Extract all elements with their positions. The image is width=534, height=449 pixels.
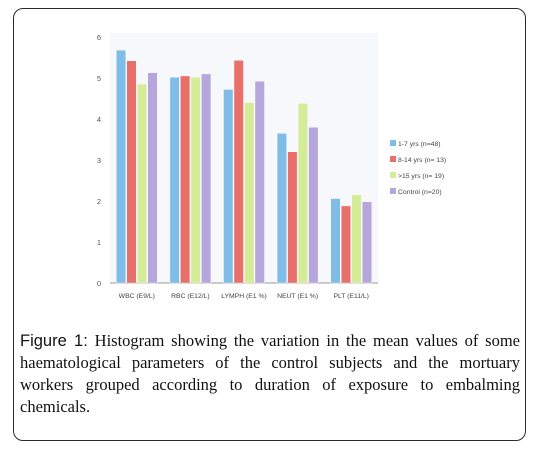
bar: [116, 49, 127, 284]
bar: [297, 103, 308, 284]
legend-swatch: [390, 140, 396, 146]
bar-chart: 0 1 2 3 4 5 6 WBC (E9/L) RBC (E12/L) LYMPH (E1 %)…: [97, 33, 446, 300]
bar: [276, 133, 287, 284]
bar: [341, 205, 351, 284]
bar: [362, 201, 372, 284]
bar: [287, 151, 298, 284]
bar: [180, 75, 191, 284]
y-tick-label: 6: [97, 33, 101, 42]
bar: [169, 76, 180, 284]
bar: [233, 60, 244, 284]
legend-label: 8-14 yrs (n= 13): [398, 157, 446, 164]
bar: [137, 83, 148, 284]
x-tick-label: RBC (E12/L): [171, 293, 210, 300]
bar: [190, 76, 201, 284]
figure-label: Figure 1:: [20, 332, 88, 350]
figure-frame: [13, 8, 526, 441]
bar: [126, 60, 137, 284]
y-tick-label: 1: [97, 238, 101, 247]
legend-swatch: [390, 172, 396, 178]
bar: [147, 72, 158, 284]
bar: [330, 198, 341, 284]
legend-swatch: [390, 156, 396, 162]
y-tick-label: 4: [97, 115, 101, 124]
bar: [244, 102, 255, 284]
y-tick-label: 3: [97, 156, 101, 165]
y-tick-label: 5: [97, 74, 101, 83]
bar: [223, 89, 234, 284]
bar: [351, 194, 362, 284]
legend-label: >15 yrs (n= 19): [398, 173, 444, 180]
y-tick-label: 0: [97, 279, 101, 288]
figure-caption-text: Histogram showing the variation in the m…: [20, 331, 520, 416]
bar: [254, 81, 265, 284]
legend-label: Control (n=20): [398, 189, 442, 196]
legend-label: 1-7 yrs (n=48): [398, 141, 441, 148]
x-tick-label: NEUT (E1 %): [277, 293, 318, 300]
bar: [201, 73, 212, 284]
x-tick-label: PLT (E11/L): [333, 293, 369, 300]
figure-caption: Figure 1: Histogram showing the variatio…: [20, 330, 520, 418]
y-tick-label: 2: [97, 197, 101, 206]
x-tick-label: WBC (E9/L): [119, 293, 155, 300]
x-tick-label: LYMPH (E1 %): [221, 293, 267, 300]
bar: [308, 126, 319, 284]
legend-swatch: [390, 188, 396, 194]
